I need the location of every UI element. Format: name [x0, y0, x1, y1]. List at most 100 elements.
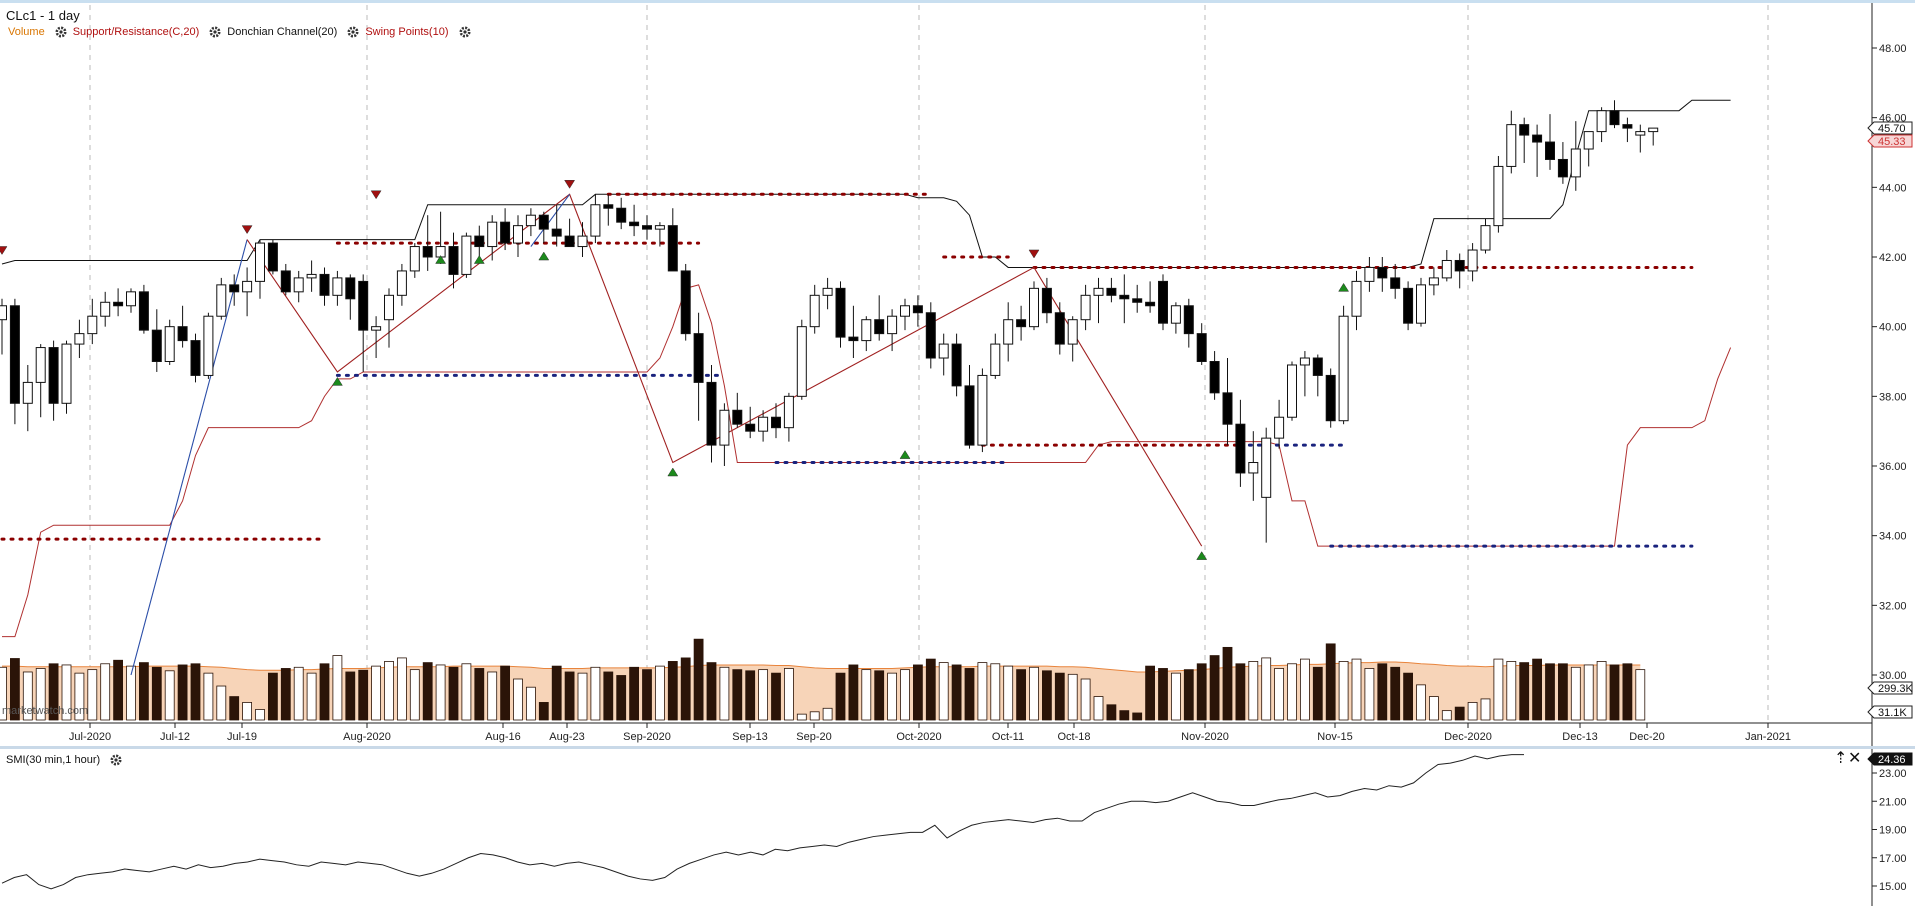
candle [1016, 305, 1027, 341]
candle [280, 263, 291, 296]
candle [758, 410, 769, 442]
swing-low-marker [899, 450, 911, 459]
candle [1338, 305, 1349, 425]
candle [1416, 277, 1426, 327]
candle-body [1390, 277, 1401, 289]
candle-body [1299, 357, 1310, 366]
volume-bar [1003, 665, 1014, 721]
gear-icon[interactable] [55, 26, 67, 38]
time-tick-label: Nov-2020 [1181, 731, 1229, 743]
candle [267, 239, 278, 275]
time-tick-label: Aug-2020 [343, 731, 391, 743]
candle-body [1106, 287, 1117, 296]
candle [1312, 354, 1323, 397]
volume-bar [1054, 672, 1065, 721]
volume-bar [422, 662, 433, 721]
candle-body [680, 270, 691, 335]
volume-bar [1583, 664, 1594, 721]
gear-icon[interactable] [459, 26, 471, 38]
candle [822, 277, 833, 310]
candle-body [177, 326, 188, 342]
swing-low-marker [473, 255, 485, 264]
price-tick-label: 48.00 [1879, 43, 1907, 55]
volume-bar [1132, 712, 1143, 721]
volume-bar [1209, 655, 1220, 721]
swing-line [246, 193, 1203, 547]
volume-bar [900, 669, 910, 721]
volume-bar [513, 678, 523, 721]
candle-body [900, 305, 910, 317]
candle-body [1312, 357, 1323, 376]
volume-bar [319, 663, 330, 721]
candle [487, 215, 498, 261]
volume-bar [642, 669, 652, 721]
volume-bar [1145, 665, 1155, 721]
volume-bar [1429, 696, 1439, 721]
candle [1158, 274, 1168, 331]
candle [1390, 263, 1401, 299]
volume-bar [577, 672, 588, 721]
candle-body [203, 315, 214, 376]
candle [409, 243, 420, 278]
candle [706, 364, 717, 463]
candle [912, 295, 923, 327]
pane-separator[interactable] [0, 746, 1915, 749]
candle-body [1622, 124, 1633, 129]
candle-body [616, 207, 627, 223]
indicator-volume-label[interactable]: Volume [8, 26, 45, 38]
pane-close-icon[interactable]: ✕ [1848, 750, 1862, 767]
volume-bar [861, 669, 872, 721]
candle-body [1467, 249, 1478, 272]
volume-bar [177, 664, 188, 721]
gear-icon[interactable] [110, 754, 122, 766]
candle [1106, 277, 1117, 303]
candle [680, 263, 691, 341]
candle-body [267, 242, 278, 272]
candle-body [1416, 284, 1426, 324]
candle-body [1609, 110, 1620, 126]
candle-body [1428, 277, 1439, 286]
candle-body [977, 374, 988, 446]
candle [74, 319, 85, 359]
window-top-border [0, 0, 1915, 3]
candle-body [422, 246, 433, 258]
candle-body [1170, 305, 1181, 324]
candle-body [1480, 225, 1491, 251]
gear-icon[interactable] [209, 26, 221, 38]
candle [642, 215, 652, 240]
volume-bar [87, 669, 98, 721]
candle-body [126, 291, 136, 307]
price-tick-label: 40.00 [1879, 322, 1907, 334]
indicator-swing-points-label[interactable]: Swing Points(10) [365, 26, 449, 38]
volume-bar [1248, 661, 1259, 721]
volume-label-box [1867, 681, 1913, 695]
volume-bar [655, 665, 665, 721]
volume-bar [1635, 669, 1646, 721]
volume-bar [500, 665, 511, 721]
candle [113, 288, 124, 317]
indicator-donchian-label[interactable]: Donchian Channel(20) [227, 26, 338, 38]
volume-bar [126, 665, 136, 721]
volume-bar [345, 671, 356, 721]
candle [1570, 121, 1581, 191]
indicator-support-resistance-label[interactable]: Support/Resistance(C,20) [72, 26, 200, 38]
candle [1222, 358, 1233, 446]
candle-body [216, 284, 227, 317]
candle-body [345, 277, 356, 300]
candle [771, 403, 781, 439]
volume-bar [1274, 668, 1284, 721]
volume-bar [242, 702, 253, 721]
candle-body [783, 395, 794, 429]
candle [1145, 281, 1156, 313]
candle [126, 288, 136, 313]
candle [513, 215, 523, 257]
swing-low-marker [435, 255, 447, 264]
candle [138, 284, 149, 334]
volume-bar [1545, 663, 1555, 721]
candle [203, 312, 214, 379]
candle-body [861, 319, 872, 342]
pane-maximize-icon[interactable]: ⇡ [1834, 750, 1848, 767]
gear-icon[interactable] [347, 26, 359, 38]
candle-body [1364, 266, 1375, 282]
